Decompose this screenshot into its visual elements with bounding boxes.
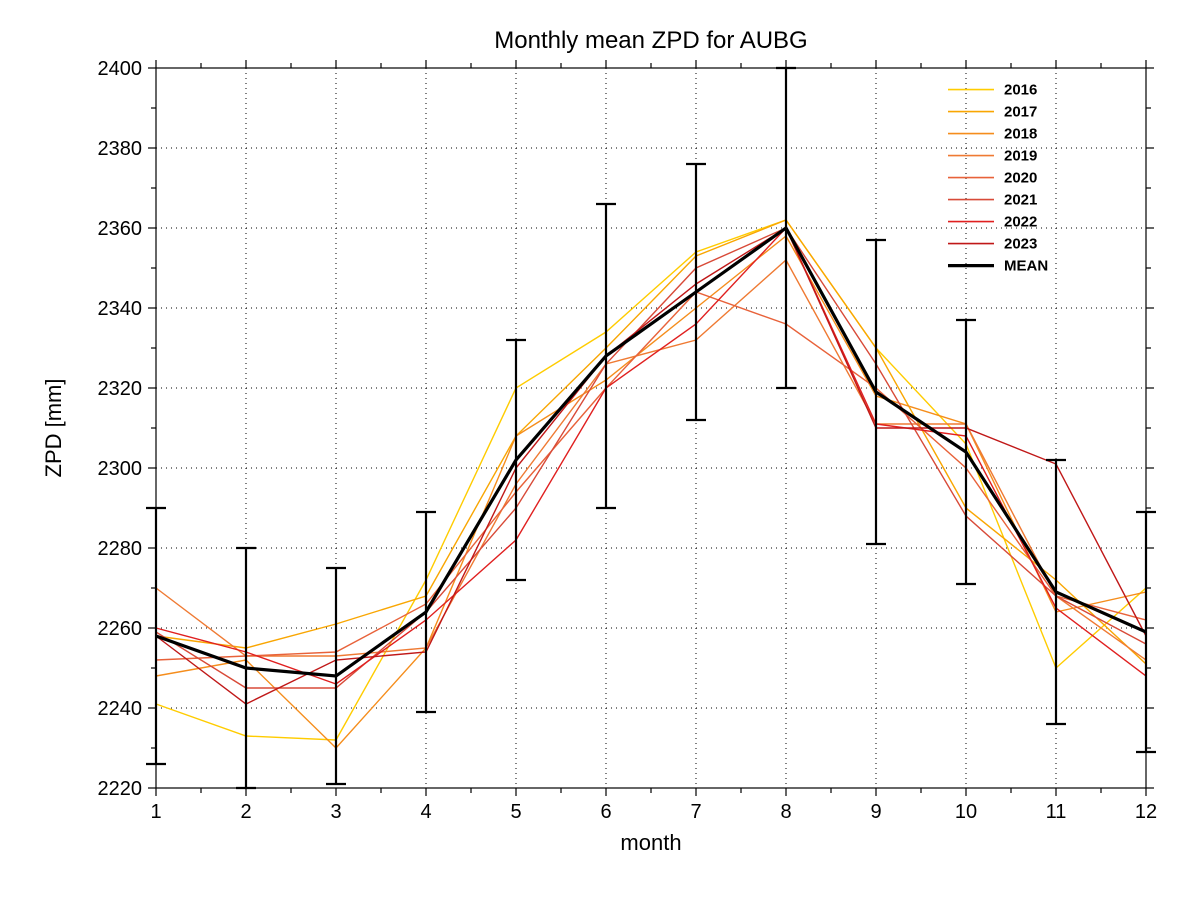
legend-label: MEAN — [1004, 258, 1048, 275]
chart-container: 1234567891011122220224022602280230023202… — [0, 0, 1201, 901]
legend-label: 2018 — [1004, 126, 1037, 143]
xtick-label: 9 — [870, 801, 881, 823]
ytick-label: 2260 — [98, 618, 143, 640]
chart-title: Monthly mean ZPD for AUBG — [494, 27, 807, 54]
xtick-label: 4 — [420, 801, 431, 823]
legend-label: 2021 — [1004, 192, 1037, 209]
legend-label: 2022 — [1004, 214, 1037, 231]
xtick-label: 5 — [510, 801, 521, 823]
xtick-label: 11 — [1046, 801, 1067, 823]
chart-svg: 1234567891011122220224022602280230023202… — [0, 0, 1201, 901]
xtick-label: 10 — [955, 801, 977, 823]
legend-label: 2019 — [1004, 148, 1037, 165]
ytick-label: 2380 — [98, 138, 143, 160]
ytick-label: 2400 — [98, 58, 143, 80]
ytick-label: 2240 — [98, 698, 143, 720]
legend-label: 2017 — [1004, 104, 1037, 121]
x-axis-label: month — [620, 830, 681, 855]
ytick-label: 2220 — [98, 778, 143, 800]
ytick-label: 2340 — [98, 298, 143, 320]
xtick-label: 1 — [150, 801, 161, 823]
xtick-label: 2 — [240, 801, 251, 823]
ytick-label: 2360 — [98, 218, 143, 240]
y-axis-label: ZPD [mm] — [41, 379, 66, 478]
ytick-label: 2320 — [98, 378, 143, 400]
xtick-label: 12 — [1135, 801, 1157, 823]
xtick-label: 8 — [780, 801, 791, 823]
xtick-label: 7 — [690, 801, 701, 823]
legend-label: 2023 — [1004, 236, 1037, 253]
ytick-label: 2280 — [98, 538, 143, 560]
legend-label: 2016 — [1004, 82, 1037, 99]
legend-label: 2020 — [1004, 170, 1037, 187]
xtick-label: 3 — [330, 801, 341, 823]
xtick-label: 6 — [600, 801, 611, 823]
ytick-label: 2300 — [98, 458, 143, 480]
